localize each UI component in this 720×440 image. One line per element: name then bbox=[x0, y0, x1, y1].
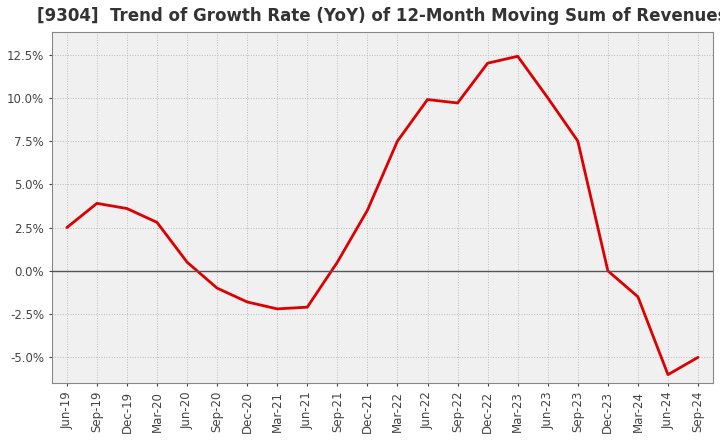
Title: [9304]  Trend of Growth Rate (YoY) of 12-Month Moving Sum of Revenues: [9304] Trend of Growth Rate (YoY) of 12-… bbox=[37, 7, 720, 25]
